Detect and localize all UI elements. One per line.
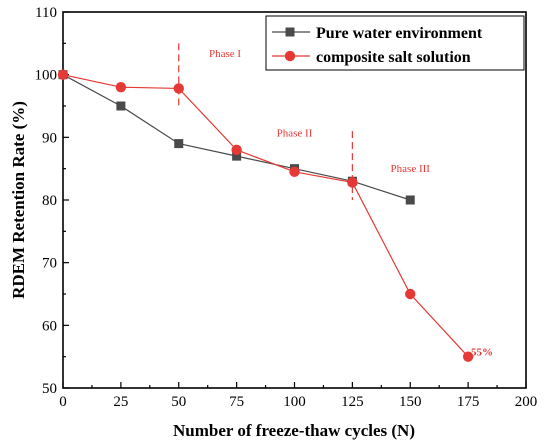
legend-box <box>265 15 525 71</box>
legend-label-composite-salt: composite salt solution <box>316 49 471 66</box>
annotation-label: Phase II <box>277 128 313 140</box>
y-tick-label: 110 <box>35 5 57 21</box>
y-tick-label: 90 <box>42 130 57 146</box>
y-tick-label: 70 <box>42 256 57 272</box>
x-tick-label: 150 <box>399 394 422 410</box>
annotation-label: Phase I <box>209 48 241 60</box>
y-tick-label: 60 <box>42 318 57 334</box>
series-line-0 <box>62 74 411 201</box>
y-tick-label: 50 <box>42 381 57 397</box>
y-tick-label: 100 <box>35 68 58 84</box>
x-tick-label: 175 <box>457 394 480 410</box>
annotations: Phase I Phase II Phase III 55% <box>178 43 493 358</box>
chart-marks <box>57 69 474 362</box>
legend-marker-composite-salt <box>284 50 296 62</box>
axes: 0 25 50 75 100 125 150 175 200 50 60 70 80 90 100 110 <box>35 5 538 410</box>
x-tick-label: 0 <box>59 394 67 410</box>
data-point-circle <box>289 166 300 177</box>
data-point-circle <box>347 177 358 188</box>
data-point-circle <box>57 69 69 80</box>
x-tick-label: 25 <box>113 394 128 410</box>
x-tick-label: 75 <box>229 394 244 410</box>
data-point-circle <box>462 351 474 362</box>
legend-label-pure-water: Pure water environment <box>316 25 483 42</box>
annotation-label: 55% <box>471 346 493 358</box>
legend: Pure water environment composite salt so… <box>265 15 525 71</box>
data-point-circle <box>115 82 127 93</box>
x-tick-label: 100 <box>283 394 306 410</box>
data-point-circle <box>231 144 242 156</box>
y-tick-label: 80 <box>42 193 57 209</box>
data-point-circle <box>405 288 416 300</box>
series-line-1 <box>62 74 469 358</box>
annotation-label: Phase III <box>391 163 431 175</box>
x-tick-label: 50 <box>171 394 186 410</box>
x-axis-title: Number of freeze-thaw cycles (N) <box>173 421 415 440</box>
x-tick-label: 125 <box>341 394 364 410</box>
legend-marker-pure-water <box>285 27 295 37</box>
data-point-square <box>232 151 242 161</box>
data-point-square <box>116 101 126 111</box>
data-point-square <box>405 195 415 205</box>
x-tick-label: 200 <box>515 394 538 410</box>
data-point-square <box>174 139 184 149</box>
y-axis-title: RDEM Retention Rate (%) <box>9 101 28 299</box>
